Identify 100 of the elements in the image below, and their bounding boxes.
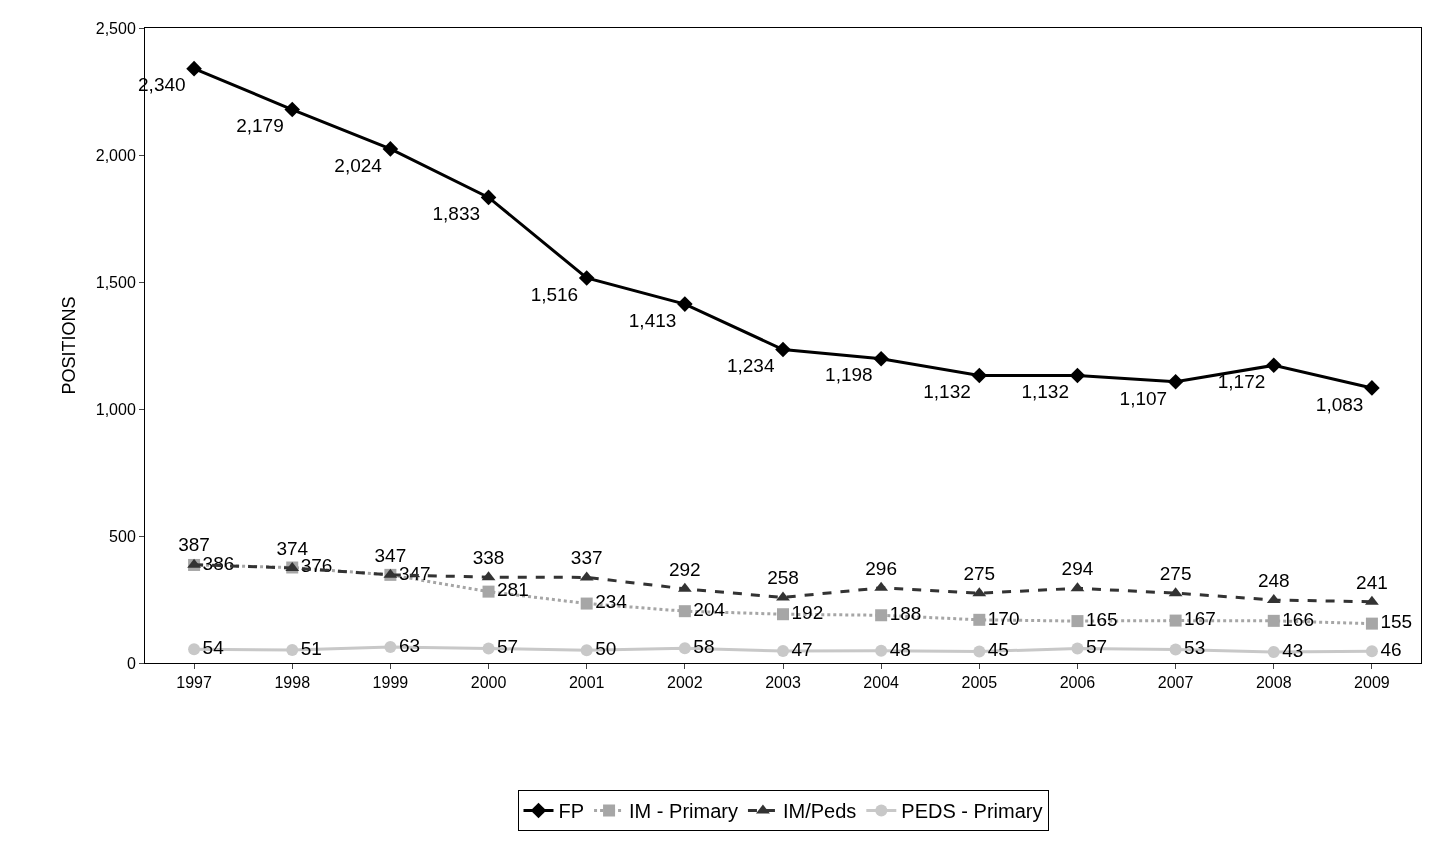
data-label: 1,107 — [1119, 387, 1168, 409]
data-label: 170 — [987, 607, 1020, 629]
data-label: 337 — [570, 547, 603, 569]
point — [1169, 643, 1182, 656]
data-label: 50 — [595, 638, 617, 660]
point — [1265, 357, 1282, 374]
data-label: 165 — [1085, 608, 1118, 630]
data-label: 1,198 — [825, 364, 873, 386]
data-label: 1,083 — [1315, 393, 1364, 415]
point — [873, 350, 889, 367]
data-label: 296 — [865, 557, 897, 579]
point — [678, 605, 691, 618]
data-label: 48 — [889, 638, 911, 660]
point — [1071, 642, 1084, 655]
data-label: 155 — [1380, 611, 1413, 633]
data-label: 347 — [374, 544, 407, 566]
x-tick-label: 1997 — [176, 674, 212, 692]
x-tick-label: 2002 — [667, 674, 703, 692]
legend-label: FP — [558, 800, 585, 823]
y-tick-label: 2,500 — [95, 19, 136, 37]
y-tick-label: 500 — [109, 527, 136, 545]
data-label: 46 — [1380, 639, 1402, 661]
y-tick-label: 2,000 — [95, 146, 136, 164]
y-tick-label: 0 — [126, 654, 136, 672]
legend-label: IM/Peds — [782, 800, 857, 823]
point — [284, 101, 301, 118]
point — [973, 645, 986, 658]
data-label: 43 — [1282, 639, 1304, 661]
point — [971, 367, 988, 384]
x-tick-label: 2007 — [1157, 674, 1194, 692]
point — [1169, 614, 1182, 627]
data-label: 51 — [300, 637, 322, 659]
data-label: 57 — [497, 636, 519, 658]
x-tick-label: 1999 — [372, 674, 409, 692]
x-tick-label: 2003 — [765, 674, 801, 692]
point — [1167, 374, 1184, 390]
point — [1365, 645, 1378, 658]
point — [580, 644, 593, 657]
point — [1069, 367, 1086, 384]
point — [1267, 614, 1280, 627]
data-label: 234 — [595, 591, 628, 613]
point — [875, 609, 888, 622]
x-tick-label: 2000 — [470, 674, 507, 692]
point — [775, 341, 791, 358]
data-label: 47 — [791, 638, 813, 660]
y-axis-title: POSITIONS — [58, 296, 79, 395]
x-tick-label: 2005 — [961, 674, 998, 692]
point — [1267, 646, 1280, 659]
data-label: 338 — [472, 546, 505, 568]
x-tick-label: 2001 — [568, 674, 605, 692]
data-label: 54 — [202, 637, 225, 659]
x-tick-label: 2006 — [1059, 674, 1096, 692]
data-label: 192 — [791, 601, 824, 623]
y-tick-label: 1,500 — [95, 273, 136, 291]
data-label: 58 — [693, 636, 715, 658]
data-label: 258 — [767, 567, 799, 589]
data-label: 275 — [963, 562, 996, 584]
point — [973, 613, 986, 626]
point — [482, 642, 495, 655]
data-label: 1,234 — [726, 355, 775, 377]
data-label: 2,024 — [334, 154, 383, 176]
point — [678, 642, 691, 655]
data-label: 188 — [889, 603, 922, 624]
legend-label: IM - Primary — [629, 800, 738, 823]
point — [777, 645, 789, 658]
point — [776, 591, 790, 601]
data-label: 281 — [497, 579, 529, 601]
point — [580, 597, 593, 610]
data-label: 248 — [1257, 569, 1290, 591]
data-label: 1,132 — [1021, 381, 1069, 403]
x-tick-label: 2009 — [1354, 674, 1390, 692]
data-label: 53 — [1184, 637, 1206, 659]
data-label: 1,833 — [432, 203, 481, 225]
data-label: 167 — [1184, 608, 1216, 630]
data-label: 63 — [398, 634, 421, 656]
point — [482, 585, 495, 598]
data-label: 1,516 — [530, 283, 579, 305]
data-label: 294 — [1061, 558, 1094, 580]
point — [1364, 380, 1380, 396]
point — [286, 644, 299, 657]
data-label: 2,179 — [236, 115, 284, 137]
point — [1365, 617, 1378, 630]
point — [384, 641, 397, 653]
x-tick-label: 2004 — [863, 674, 900, 692]
data-label: 374 — [276, 537, 309, 559]
point — [1071, 615, 1084, 628]
point — [186, 60, 202, 77]
point — [480, 189, 497, 206]
point — [777, 608, 789, 621]
data-label: 292 — [669, 558, 701, 580]
point — [875, 644, 888, 657]
point — [188, 643, 201, 656]
data-label: 1,172 — [1217, 371, 1266, 393]
data-label: 57 — [1085, 636, 1108, 658]
data-label: 1,413 — [628, 309, 677, 331]
point — [677, 296, 693, 312]
data-label: 241 — [1356, 571, 1388, 593]
data-label: 204 — [693, 598, 726, 620]
data-label: 275 — [1159, 562, 1192, 584]
point — [578, 270, 595, 286]
